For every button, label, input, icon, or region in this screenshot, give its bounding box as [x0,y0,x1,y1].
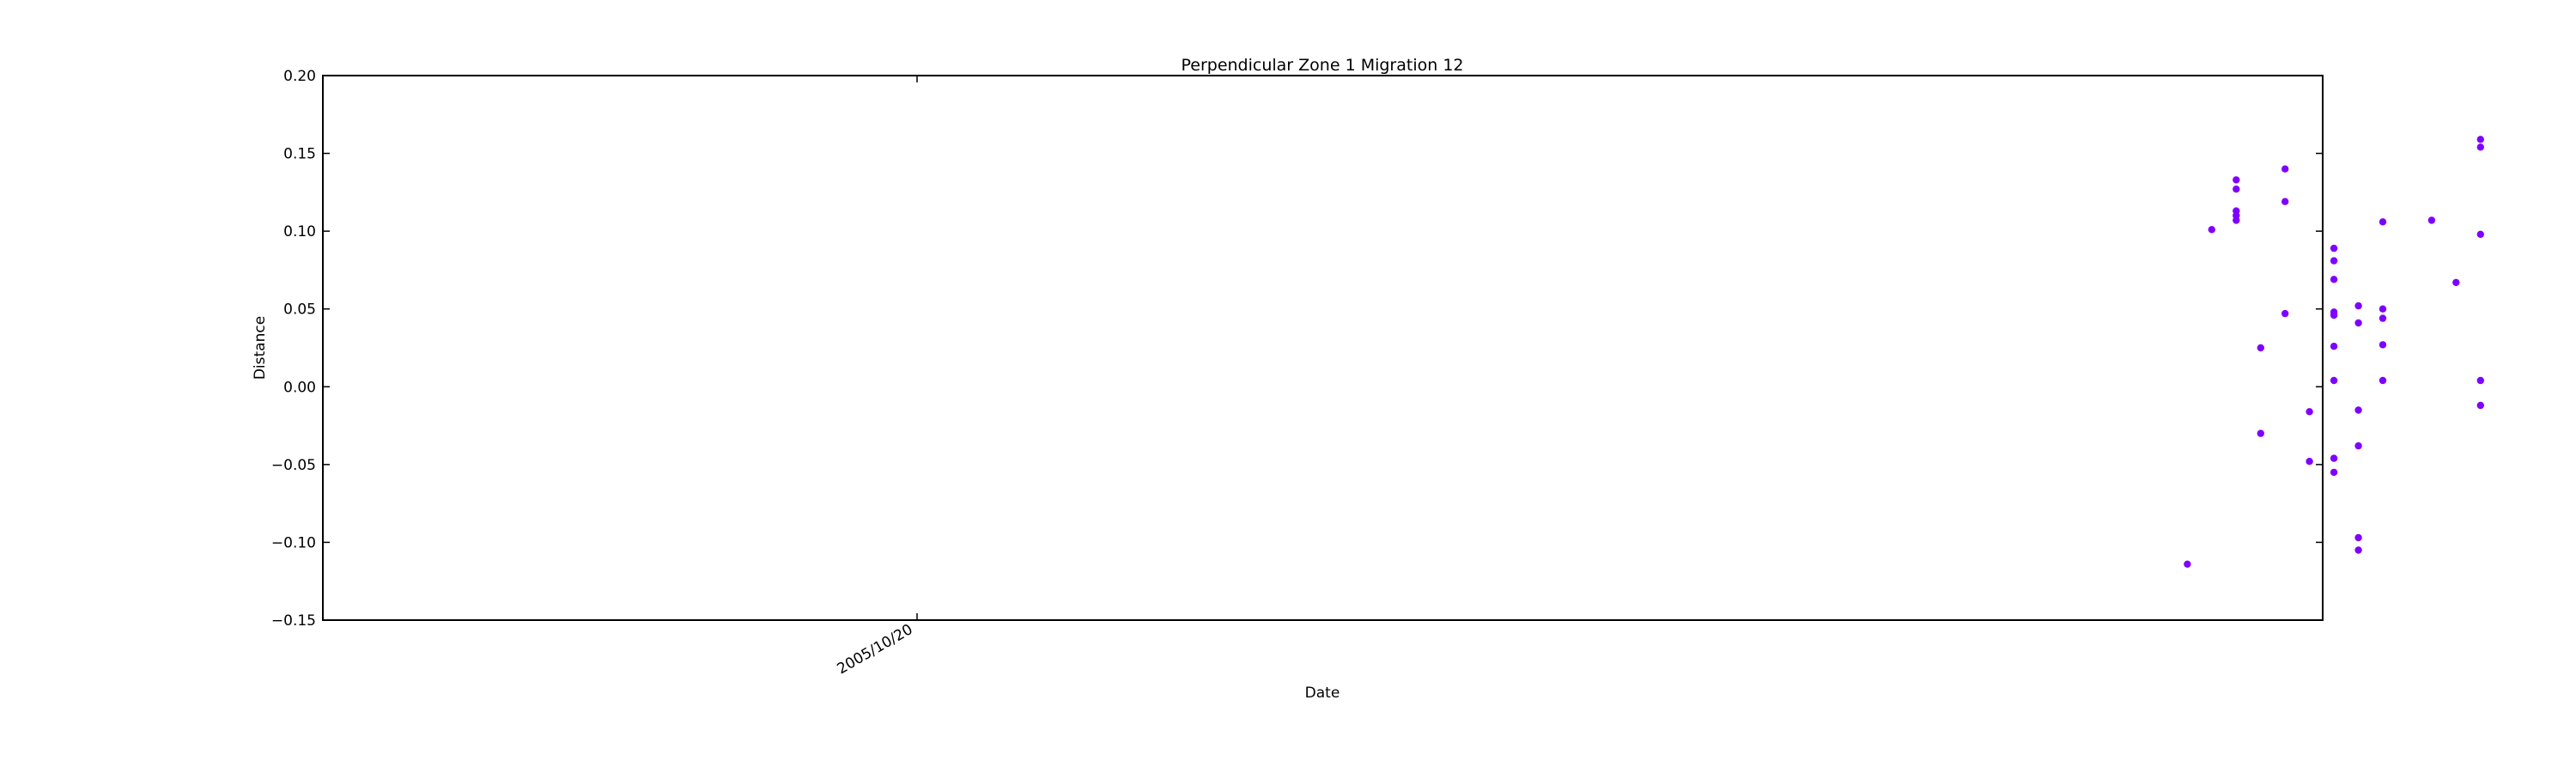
data-point [2354,301,2362,310]
data-point [2354,441,2362,450]
data-point [2330,257,2338,265]
y-tick-label: 0.10 [283,223,316,240]
y-tick-label: 0.20 [283,68,316,85]
data-point [2379,341,2387,349]
data-point [2257,429,2264,437]
data-point [2330,276,2338,283]
data-point [2330,244,2338,253]
y-tick-label: −0.15 [271,612,316,630]
chart-title: Perpendicular Zone 1 Migration 12 [1181,56,1463,75]
data-point [2476,376,2484,385]
data-point [2281,165,2289,173]
y-tick-label: 0.05 [283,301,316,319]
data-point [2281,309,2289,318]
data-point [2452,278,2460,287]
data-point [2476,136,2484,143]
data-point [2354,533,2362,542]
data-point [2233,176,2240,184]
data-point [2354,319,2362,327]
data-point [2330,376,2338,385]
data-point [2379,218,2387,226]
x-axis-label: Date [1305,685,1340,702]
y-tick-label: 0.15 [283,146,316,163]
y-axis-label: Distance [252,316,269,380]
data-point [2184,560,2191,568]
data-point [2306,408,2313,416]
data-point [2330,343,2338,350]
data-point [2379,314,2387,322]
data-point [2330,454,2338,462]
data-point [2233,186,2240,193]
data-point [2233,207,2240,215]
y-tick-label: −0.05 [271,457,316,474]
plot-area [322,75,2324,621]
data-point [2476,143,2484,151]
x-tick-label: 2005/10/20 [835,621,916,678]
y-axis: −0.15 −0.10 −0.05 0.00 0.05 0.10 0.15 0.20 [271,68,2323,630]
data-point [2306,458,2313,466]
data-point [2476,230,2484,238]
data-point [2233,216,2240,224]
data-point [2354,546,2362,554]
data-point [2476,401,2484,410]
data-point [2354,406,2362,414]
data-point [2379,376,2387,385]
data-point [2379,305,2387,313]
data-point [2330,468,2338,477]
data-point [2281,198,2289,205]
data-point [2208,226,2215,234]
data-point [2257,344,2264,352]
data-points [2184,136,2484,568]
y-tick-label: 0.00 [283,379,316,396]
data-point [2330,311,2338,320]
data-point [2427,216,2436,224]
y-tick-label: −0.10 [271,534,316,551]
